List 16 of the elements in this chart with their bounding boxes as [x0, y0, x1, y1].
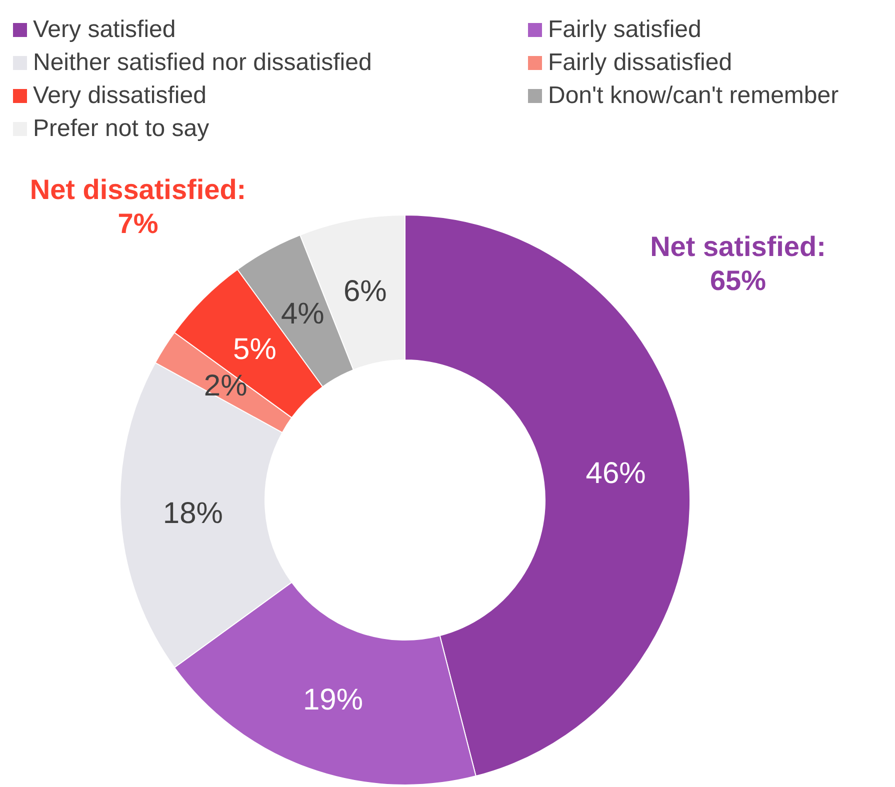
legend-label: Very satisfied [33, 16, 176, 44]
data-label: 2% [204, 370, 248, 403]
data-label: 18% [162, 496, 223, 530]
legend-label: Fairly satisfied [548, 16, 702, 44]
data-label: 6% [344, 274, 387, 308]
legend-label: Prefer not to say [33, 114, 210, 142]
legend-label: Very dissatisfied [33, 82, 206, 110]
legend-label: Neither satisfied nor dissatisfied [33, 48, 372, 76]
data-label: 5% [233, 333, 276, 366]
legend-label: Fairly dissatisfied [548, 48, 732, 76]
text: Net dissatisfied: 7% [28, 173, 248, 241]
data-label: 19% [302, 683, 364, 716]
text: Net satisfied: 65% [649, 230, 827, 298]
data-label: 4% [280, 297, 324, 330]
legend-label: Don't know/can't remember [548, 82, 839, 110]
data-label: 46% [586, 456, 646, 490]
